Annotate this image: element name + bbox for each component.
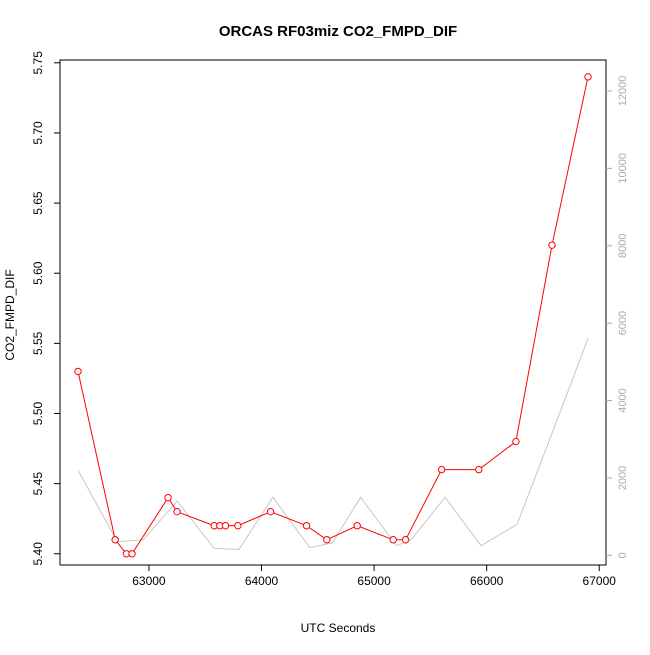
data-point: [221, 522, 230, 530]
y-tick-label: 5.70: [31, 121, 45, 145]
x-axis: 63000 64000 65000 66000 67000: [132, 565, 616, 588]
data-point: [548, 241, 556, 249]
data-point: [164, 493, 172, 502]
data-point: [389, 536, 397, 544]
x-tick-label: 67000: [583, 574, 617, 588]
x-tick-label: 63000: [132, 574, 166, 588]
y-tick-label: 5.60: [31, 261, 45, 285]
data-point: [323, 536, 331, 544]
y-axis-left: 5.40 5.45 5.50 5.55 5.60 5.65 5.70 5.75: [31, 51, 60, 566]
secondary-series-line: [77, 338, 589, 551]
y-tick-label: 5.65: [31, 191, 45, 215]
chart-title: ORCAS RF03miz CO2_FMPD_DIF: [219, 23, 457, 40]
data-point: [437, 465, 446, 474]
data-point: [401, 536, 410, 544]
y2-tick-label: 6000: [617, 311, 629, 335]
data-point: [353, 522, 361, 530]
secondary-series-layer: [77, 338, 589, 551]
y2-tick-label: 12000: [617, 76, 629, 107]
y2-tick-label: 4000: [617, 388, 629, 412]
x-tick-label: 66000: [470, 574, 504, 588]
y-axis-label: CO2_FMPD_DIF: [3, 269, 17, 360]
x-tick-label: 65000: [357, 574, 391, 588]
y2-tick-label: 8000: [617, 234, 629, 258]
plot-frame: [59, 59, 607, 566]
y-tick-label: 5.55: [31, 331, 45, 355]
y2-tick-label: 10000: [617, 153, 629, 184]
data-point: [512, 437, 520, 446]
primary-series-layer: [74, 73, 592, 558]
primary-series-line: [77, 76, 589, 555]
data-point: [111, 536, 119, 544]
data-point: [128, 550, 136, 558]
y2-tick-label: 2000: [617, 466, 629, 490]
y-tick-label: 5.75: [31, 51, 45, 75]
data-point: [475, 465, 483, 474]
data-point: [302, 522, 311, 530]
data-point: [266, 507, 275, 516]
y-tick-label: 5.45: [31, 472, 45, 496]
x-axis-label: UTC Seconds: [301, 621, 376, 635]
data-point: [173, 507, 181, 516]
data-point: [234, 522, 242, 530]
y-tick-label: 5.50: [31, 401, 45, 425]
x-tick-label: 64000: [245, 574, 279, 588]
y2-tick-label: 0: [617, 552, 629, 558]
data-point: [74, 367, 82, 376]
y-tick-label: 5.40: [31, 542, 45, 566]
data-point: [584, 73, 592, 81]
y-axis-right: 0 2000 4000 6000 8000 10000 12000: [606, 76, 629, 558]
